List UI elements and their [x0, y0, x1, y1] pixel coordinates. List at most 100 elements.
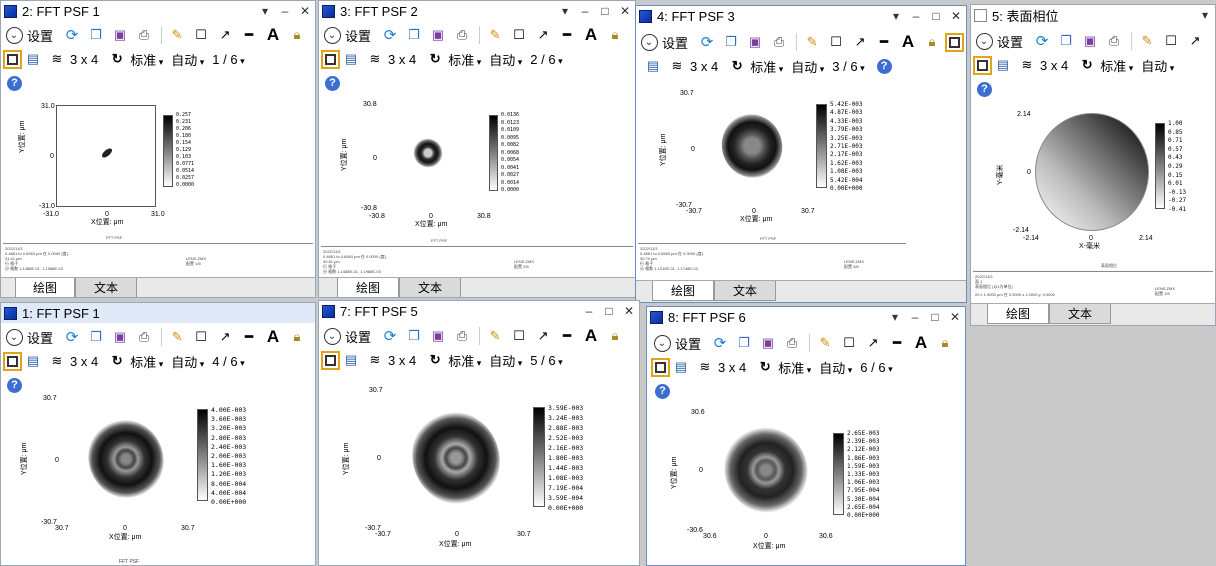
page-select[interactable]: 2 / 6 — [530, 52, 562, 67]
tab-plot[interactable]: 绘图 — [15, 278, 75, 297]
page-select[interactable]: 6 / 6 — [860, 360, 892, 375]
maximize-button[interactable]: □ — [601, 4, 609, 18]
save-icon[interactable]: ▣ — [113, 27, 127, 42]
layout-select[interactable]: 3 x 4 — [1040, 57, 1069, 73]
setup-button[interactable]: 设置 — [662, 35, 689, 51]
rotate-icon[interactable]: ↻ — [1081, 57, 1093, 72]
lock-icon[interactable]: 🔒︎ — [293, 329, 301, 344]
rotate-icon[interactable]: ↻ — [759, 359, 771, 374]
window-icon[interactable]: ▤ — [646, 58, 660, 73]
setup-icon[interactable]: ⌄ — [3, 326, 25, 348]
print-icon[interactable]: ⎙ — [138, 27, 150, 42]
auto-select[interactable]: 自动 — [819, 358, 852, 377]
refresh-icon[interactable]: ⟳ — [713, 335, 727, 352]
window-fft-psf-1-top[interactable]: 2: FFT PSF 1 ▾ – ✕ ⌄ 设置 ⟳ ❐ ▣ ⎙ ✎ ☐ ↗ ━ … — [0, 0, 316, 298]
print-icon[interactable]: ⎙ — [773, 34, 785, 49]
print-icon[interactable]: ⎙ — [456, 27, 468, 42]
copy-icon[interactable]: ❐ — [738, 335, 750, 350]
rotate-icon[interactable]: ↻ — [731, 58, 743, 73]
refresh-icon[interactable]: ⟳ — [383, 27, 397, 44]
layers-icon[interactable]: ≋ — [699, 359, 711, 374]
window-fft-psf-2[interactable]: 3: FFT PSF 2 ▾ – □ ✕ ⌄ 设置 ⟳ ❐ ▣ ⎙ ✎ ☐ ↗ … — [318, 0, 636, 298]
pencil-icon[interactable]: ✎ — [489, 27, 501, 42]
standard-select[interactable]: 标准 — [778, 358, 811, 377]
window-titlebar[interactable]: 2: FFT PSF 1 ▾ – ✕ — [1, 1, 315, 21]
tab-plot[interactable]: 绘图 — [987, 304, 1049, 324]
arrow-icon[interactable]: ↗ — [219, 27, 231, 42]
auto-select[interactable]: 自动 — [489, 50, 522, 69]
save-icon[interactable]: ▣ — [1083, 33, 1097, 48]
refresh-icon[interactable]: ⟳ — [383, 328, 397, 345]
line-icon[interactable]: ━ — [563, 27, 571, 42]
window-titlebar[interactable]: 8: FFT PSF 6 ▾ – □ ✕ — [647, 307, 965, 327]
minimize-button[interactable]: – — [911, 310, 919, 324]
maximize-button[interactable]: □ — [605, 304, 613, 318]
help-icon[interactable]: ? — [7, 75, 22, 91]
text-icon[interactable]: A — [266, 25, 280, 44]
text-icon[interactable]: A — [584, 326, 598, 345]
dropdown-icon[interactable]: ▾ — [261, 4, 269, 18]
refresh-icon[interactable]: ⟳ — [700, 34, 714, 51]
rectangle-icon[interactable]: ☐ — [195, 27, 207, 42]
help-icon[interactable]: ? — [325, 75, 340, 91]
setup-icon[interactable]: ⌄ — [321, 325, 343, 347]
setup-button[interactable]: 设置 — [27, 28, 54, 44]
window-titlebar[interactable]: 1: FFT PSF 1 — [1, 303, 315, 323]
rotate-icon[interactable]: ↻ — [111, 51, 123, 66]
auto-select[interactable]: 自动 — [171, 352, 204, 371]
layers-icon[interactable]: ≋ — [51, 51, 63, 66]
layers-icon[interactable]: ≋ — [369, 352, 381, 367]
copy-icon[interactable]: ❐ — [408, 328, 420, 343]
setup-button[interactable]: 设置 — [345, 329, 372, 345]
rectangle-icon[interactable]: ☐ — [513, 27, 525, 42]
dropdown-icon[interactable]: ▾ — [1201, 8, 1209, 22]
tab-text[interactable]: 文本 — [75, 278, 137, 297]
rotate-icon[interactable]: ↻ — [429, 352, 441, 367]
setup-icon[interactable]: ⌄ — [638, 31, 660, 53]
pencil-icon[interactable]: ✎ — [489, 328, 501, 343]
standard-select[interactable]: 标准 — [130, 50, 163, 69]
rectangle-icon[interactable]: ☐ — [843, 335, 855, 350]
window-icon[interactable]: ▤ — [26, 353, 40, 368]
window-titlebar[interactable]: 4: FFT PSF 3 ▾ – □ ✕ — [636, 6, 966, 26]
setup-button[interactable]: 设置 — [27, 330, 54, 346]
lock-icon[interactable]: 🔒︎ — [293, 27, 301, 42]
lock-icon[interactable]: 🔒︎ — [611, 27, 619, 42]
tab-text[interactable]: 文本 — [399, 278, 461, 297]
layout-select[interactable]: 3 x 4 — [70, 353, 99, 369]
rotate-icon[interactable]: ↻ — [111, 353, 123, 368]
page-select[interactable]: 1 / 6 — [212, 52, 244, 67]
pencil-icon[interactable]: ✎ — [171, 27, 183, 42]
line-icon[interactable]: ━ — [245, 27, 253, 42]
rectangle-icon[interactable]: ☐ — [1165, 33, 1177, 48]
copy-icon[interactable]: ❐ — [90, 27, 102, 42]
print-icon[interactable]: ⎙ — [1108, 33, 1120, 48]
arrow-icon[interactable]: ↗ — [219, 329, 231, 344]
close-button[interactable]: ✕ — [619, 4, 631, 18]
close-button[interactable]: ✕ — [299, 4, 311, 18]
copy-icon[interactable]: ❐ — [1060, 33, 1072, 48]
auto-select[interactable]: 自动 — [1141, 56, 1174, 75]
help-icon[interactable]: ? — [7, 377, 22, 393]
layout-select[interactable]: 3 x 4 — [690, 58, 719, 74]
print-icon[interactable]: ⎙ — [138, 329, 150, 344]
tab-plot[interactable]: 绘图 — [652, 281, 714, 301]
line-icon[interactable]: ━ — [880, 34, 888, 49]
window-fft-psf-1[interactable]: 1: FFT PSF 1 ⌄ 设置 ⟳ ❐ ▣ ⎙ ✎ ☐ ↗ ━ A 🔒︎ ▤… — [0, 302, 316, 566]
text-icon[interactable]: A — [901, 32, 915, 51]
help-icon[interactable]: ? — [655, 383, 670, 399]
line-icon[interactable]: ━ — [245, 329, 253, 344]
pencil-icon[interactable]: ✎ — [819, 335, 831, 350]
setup-button[interactable]: 设置 — [675, 336, 702, 352]
tab-plot[interactable]: 绘图 — [337, 278, 399, 297]
auto-select[interactable]: 自动 — [171, 50, 204, 69]
auto-select[interactable]: 自动 — [791, 57, 824, 76]
layout-select[interactable]: 3 x 4 — [388, 352, 417, 368]
print-icon[interactable]: ⎙ — [456, 328, 468, 343]
layout-select[interactable]: 3 x 4 — [388, 51, 417, 67]
pencil-icon[interactable]: ✎ — [1141, 33, 1153, 48]
copy-icon[interactable]: ❐ — [90, 329, 102, 344]
setup-icon[interactable]: ⌄ — [321, 24, 343, 46]
setup-button[interactable]: 设置 — [997, 34, 1024, 50]
auto-select[interactable]: 自动 — [489, 351, 522, 370]
